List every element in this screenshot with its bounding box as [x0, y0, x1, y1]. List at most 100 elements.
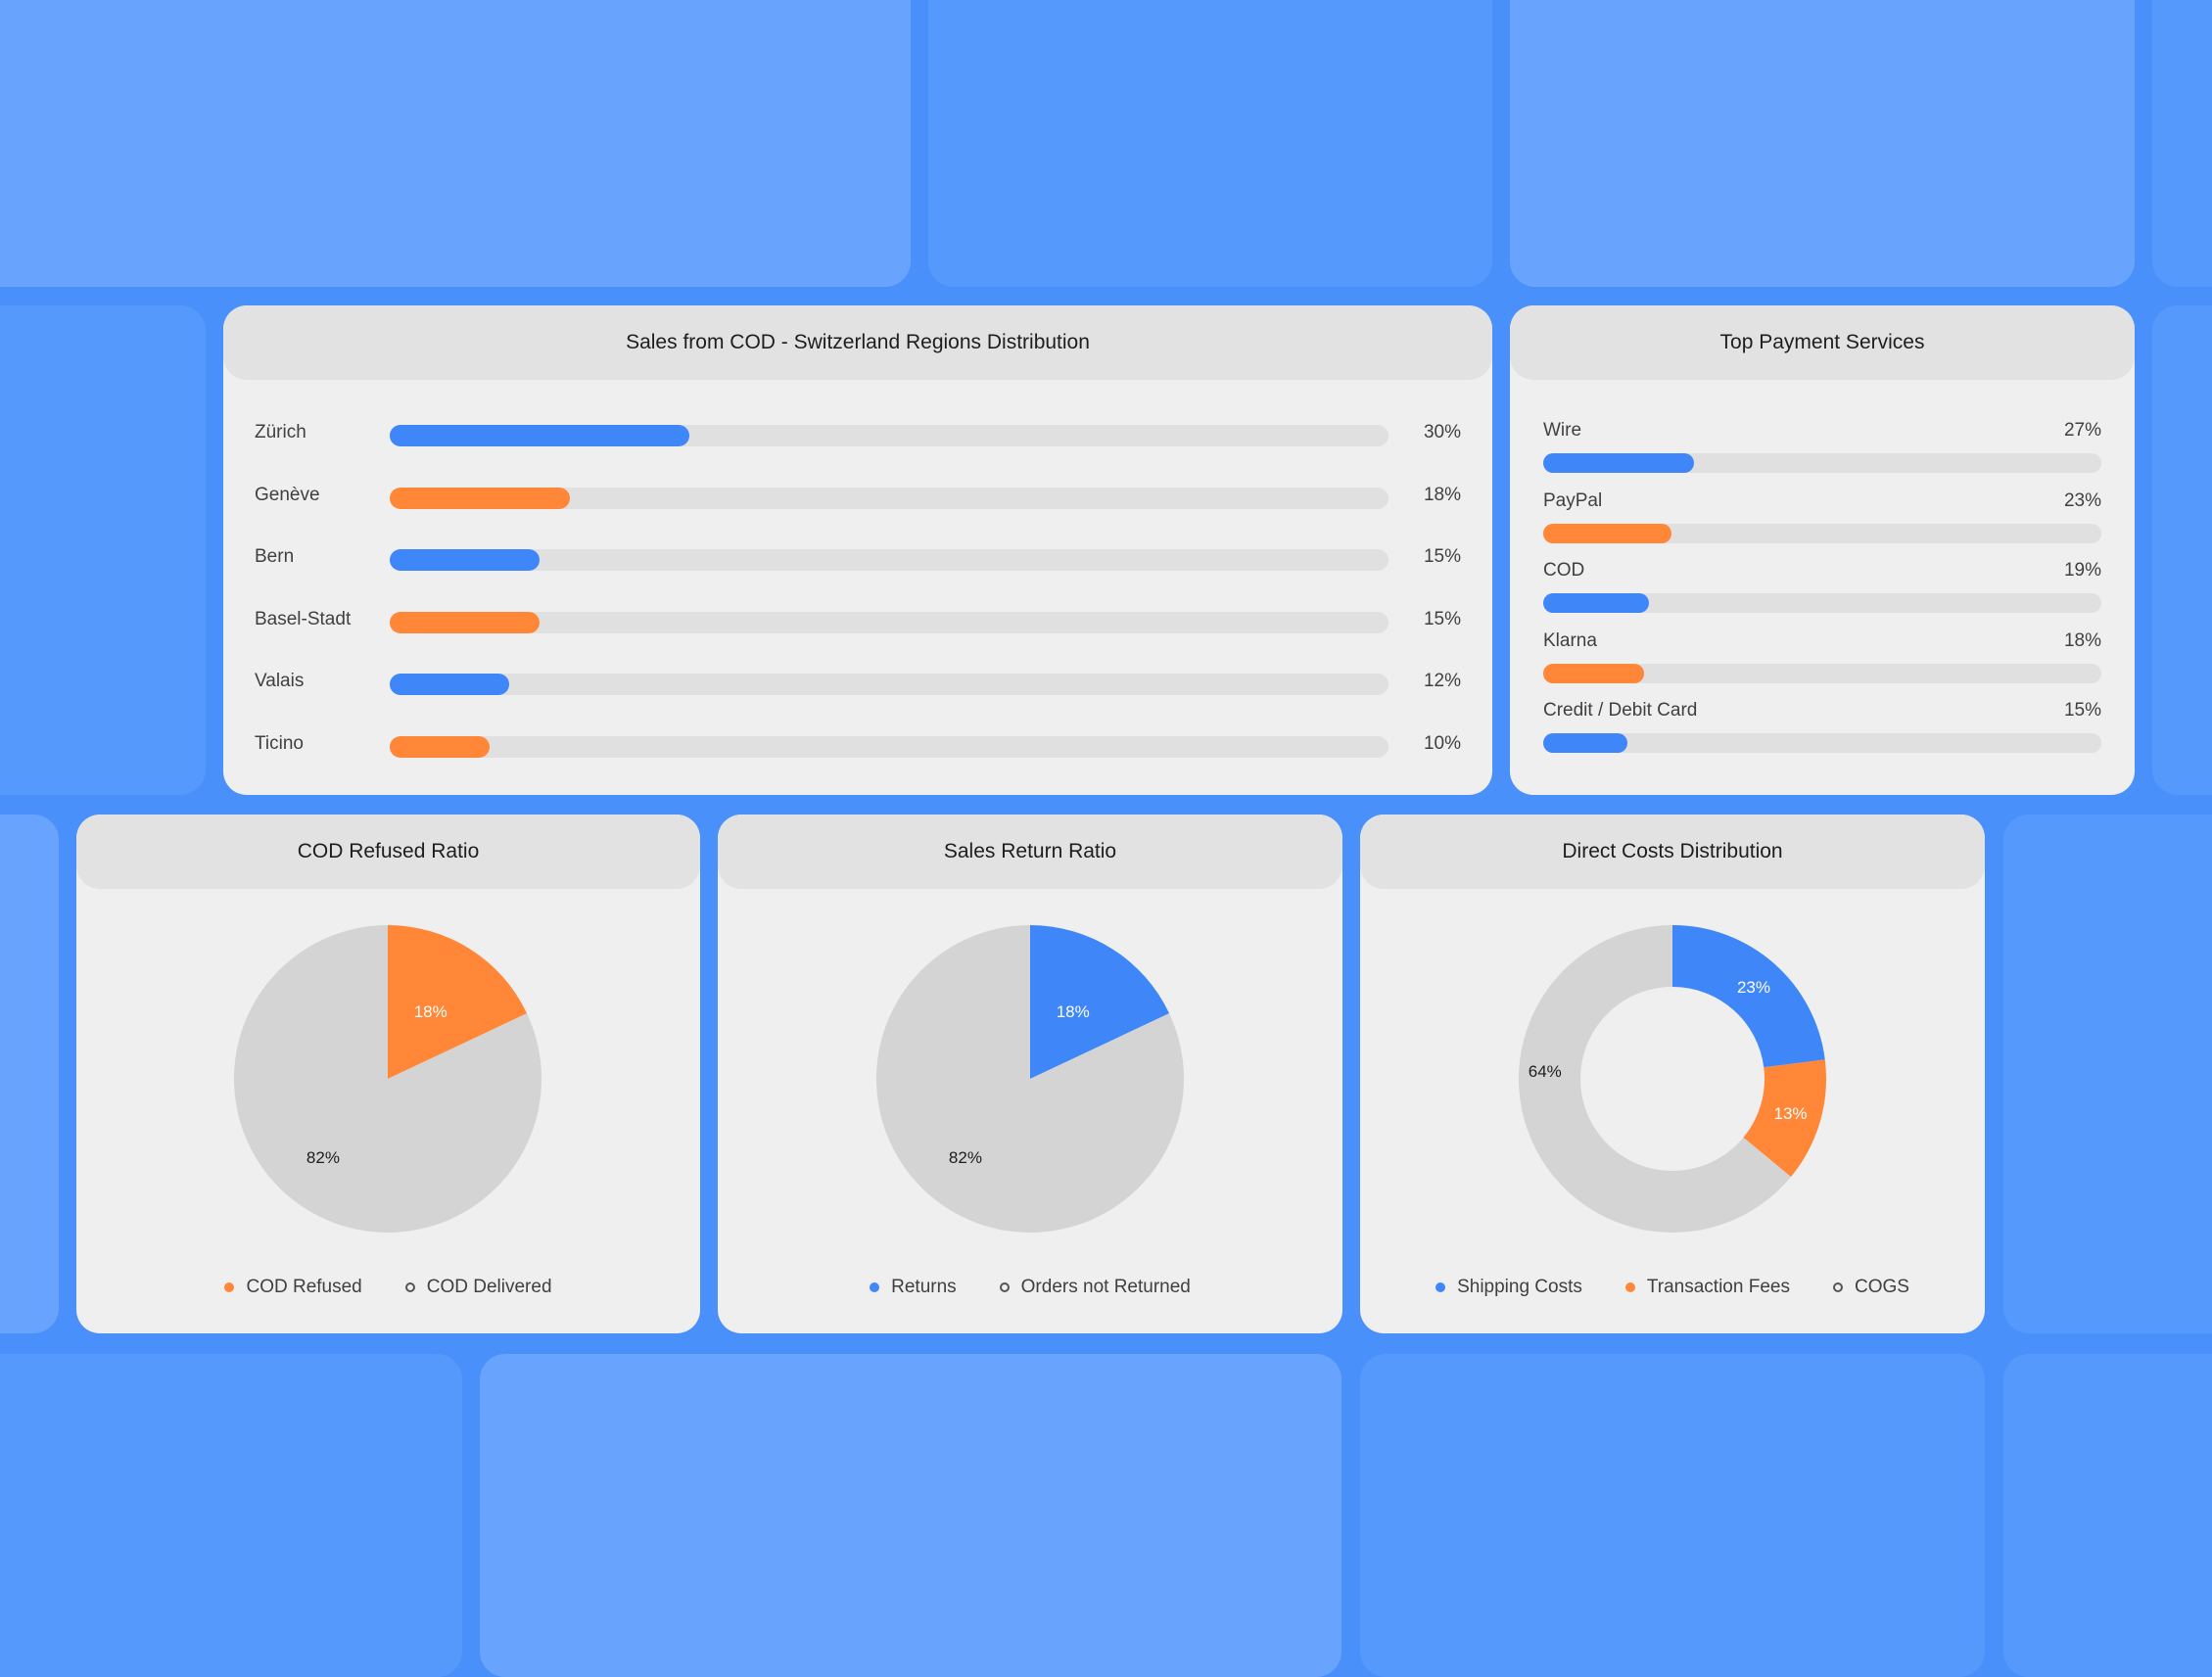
- payment-percent: 19%: [2063, 560, 2101, 581]
- payment-bar-fill: [1543, 523, 1672, 543]
- direct-costs-donut-chart: 23% 13% 64%: [1519, 925, 1826, 1233]
- payment-percent: 15%: [2063, 700, 2101, 721]
- region-percent: 10%: [1423, 733, 1461, 754]
- payment-label: Klarna: [1543, 629, 1597, 651]
- ring-dot-icon: [404, 1282, 415, 1292]
- region-bar-track: [390, 487, 1388, 509]
- region-bar-fill: [390, 487, 570, 509]
- payment-percent: 18%: [2063, 629, 2101, 651]
- legend-item-transaction-fees: Transaction Fees: [1624, 1277, 1790, 1298]
- region-bar-row: Basel-Stadt 15%: [223, 604, 1492, 635]
- sales-return-card-title: Sales Return Ratio: [718, 815, 1342, 889]
- region-bar-fill: [390, 611, 540, 633]
- payment-label: Credit / Debit Card: [1543, 700, 1698, 721]
- region-bar-fill: [390, 736, 490, 758]
- region-bar-fill: [390, 549, 540, 572]
- legend-item-orders-not-returned: Orders not Returned: [999, 1277, 1191, 1298]
- region-bar-row: Zürich 30%: [223, 417, 1492, 448]
- payment-percent: 27%: [2063, 420, 2101, 441]
- payments-card-title: Top Payment Services: [1510, 305, 2135, 380]
- sales-return-card: Sales Return Ratio 18% 82% Returns Orders…: [718, 815, 1342, 1333]
- direct-costs-card: Direct Costs Distribution 23% 13% 64% Ship…: [1360, 815, 1985, 1333]
- pie-slice-label: 64%: [1529, 1062, 1562, 1081]
- pie-slice: [876, 925, 1184, 1233]
- background-tile: [0, 0, 911, 287]
- orange-dot-icon: [1624, 1282, 1635, 1292]
- cod-refused-legend: COD Refused COD Delivered: [76, 1277, 700, 1298]
- region-bar-track: [390, 611, 1388, 633]
- pie-slice: [234, 925, 541, 1233]
- region-percent: 12%: [1423, 671, 1461, 692]
- blue-dot-icon: [870, 1282, 880, 1292]
- payment-bar-track: [1543, 593, 2101, 613]
- background-tile: [2152, 0, 2212, 287]
- background-tile: [2003, 815, 2212, 1333]
- region-percent: 15%: [1423, 546, 1461, 568]
- blue-dot-icon: [1435, 1282, 1446, 1292]
- region-percent: 15%: [1423, 608, 1461, 629]
- region-percent: 18%: [1423, 484, 1461, 505]
- payment-bar-track: [1543, 663, 2101, 683]
- region-percent: 30%: [1423, 422, 1461, 443]
- payment-label: COD: [1543, 560, 1585, 581]
- payment-label: Wire: [1543, 420, 1582, 441]
- direct-costs-card-title: Direct Costs Distribution: [1360, 815, 1985, 889]
- background-tile: [928, 0, 1492, 287]
- payment-bar-row: Credit / Debit Card 15%: [1510, 697, 2135, 758]
- pie-slice: [1030, 925, 1170, 1079]
- pie-slice-label: 82%: [306, 1148, 340, 1167]
- payment-bar-row: Klarna 18%: [1510, 628, 2135, 688]
- payment-services-card: Top Payment Services Wire 27% PayPal 23% COD…: [1510, 305, 2135, 795]
- background-tile: [1360, 1354, 1985, 1677]
- regions-card-title: Sales from COD - Switzerland Regions Dis…: [223, 305, 1492, 380]
- region-bar-track: [390, 549, 1388, 572]
- background-tile: [2152, 305, 2212, 795]
- payment-bar-fill: [1543, 453, 1694, 473]
- background-tile: [1510, 0, 2135, 287]
- region-label: Zürich: [255, 422, 306, 443]
- pie-slice: [1519, 925, 1791, 1233]
- ring-dot-icon: [1832, 1282, 1843, 1292]
- direct-costs-legend: Shipping Costs Transaction Fees COGS: [1360, 1277, 1985, 1298]
- payment-bar-row: COD 19%: [1510, 557, 2135, 618]
- sales-return-legend: Returns Orders not Returned: [718, 1277, 1342, 1298]
- region-bar-row: Bern 15%: [223, 541, 1492, 573]
- payment-bar-row: Wire 27%: [1510, 417, 2135, 478]
- pie-slice-label: 23%: [1737, 978, 1770, 997]
- payment-bar-fill: [1543, 733, 1627, 753]
- background-tile: [0, 1354, 462, 1677]
- region-label: Bern: [255, 546, 295, 568]
- background-tile: [480, 1354, 1341, 1677]
- pie-slice: [388, 925, 528, 1079]
- region-label: Genève: [255, 484, 320, 505]
- payment-bar-track: [1543, 453, 2101, 473]
- cod-refused-card: COD Refused Ratio 18% 82% COD Refused COD…: [76, 815, 700, 1333]
- legend-item-cod-delivered: COD Delivered: [404, 1277, 552, 1298]
- orange-dot-icon: [224, 1282, 235, 1292]
- region-bar-fill: [390, 674, 510, 696]
- region-bar-track: [390, 674, 1388, 696]
- cod-refused-card-title: COD Refused Ratio: [76, 815, 700, 889]
- payment-percent: 23%: [2063, 489, 2101, 511]
- payment-bar-fill: [1543, 663, 1644, 683]
- region-bar-row: Valais 12%: [223, 666, 1492, 697]
- region-bar-fill: [390, 425, 689, 446]
- cod-refused-pie-chart: 18% 82%: [234, 925, 541, 1233]
- payment-label: PayPal: [1543, 489, 1603, 511]
- region-bar-row: Genève 18%: [223, 480, 1492, 511]
- legend-item-cod-refused: COD Refused: [224, 1277, 362, 1298]
- region-bar-track: [390, 425, 1388, 446]
- background-tile: [0, 305, 206, 795]
- pie-slice: [1743, 1059, 1826, 1178]
- pie-slice-label: 18%: [414, 1002, 447, 1021]
- region-bar-track: [390, 736, 1388, 758]
- region-label: Ticino: [255, 733, 304, 754]
- legend-item-cogs: COGS: [1832, 1277, 1909, 1298]
- payment-bar-fill: [1543, 593, 1650, 613]
- background-tile: [2003, 1354, 2212, 1677]
- legend-item-returns: Returns: [870, 1277, 957, 1298]
- payment-bar-track: [1543, 523, 2101, 543]
- pie-slice-label: 82%: [949, 1148, 982, 1167]
- region-label: Basel-Stadt: [255, 608, 352, 629]
- pie-slice-label: 18%: [1057, 1002, 1090, 1021]
